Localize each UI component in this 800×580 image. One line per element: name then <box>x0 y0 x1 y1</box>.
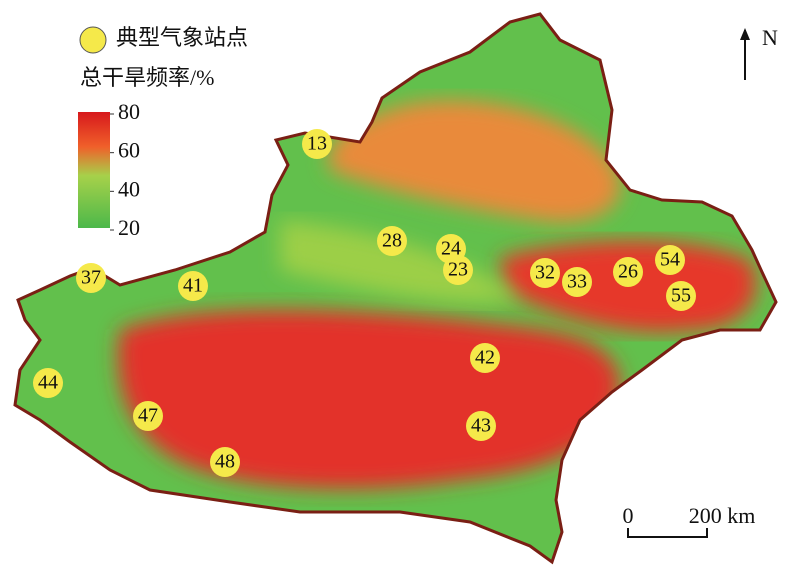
station-marker <box>466 411 496 441</box>
colorbar-tick-label: 80 <box>118 99 140 124</box>
scale-end: 200 km <box>689 503 756 528</box>
station-label: 42 <box>475 347 495 369</box>
station-label: 48 <box>215 451 235 473</box>
station-marker <box>133 401 163 431</box>
station-marker <box>377 226 407 256</box>
station-marker <box>470 343 500 373</box>
colorbar-title: 总干旱频率/% <box>80 65 214 90</box>
station-marker <box>33 368 63 398</box>
colorbar-tick-label: 60 <box>118 138 140 163</box>
station-marker <box>302 129 332 159</box>
station-label: 55 <box>671 285 691 307</box>
station-label: 33 <box>567 271 587 293</box>
station-marker <box>613 257 643 287</box>
station-label: 28 <box>382 230 402 252</box>
colorbar-tick-label: 40 <box>118 176 140 201</box>
scale-bar <box>627 528 708 538</box>
station-label: 44 <box>38 372 58 394</box>
scale-start: 0 <box>623 503 634 528</box>
station-label: 13 <box>307 133 327 155</box>
station-label: 23 <box>448 259 468 281</box>
north-label: N <box>762 25 778 50</box>
station-label: 24 <box>441 238 461 260</box>
north-arrowhead <box>740 28 750 40</box>
station-label: 41 <box>183 275 203 297</box>
station-marker <box>210 447 240 477</box>
legend-symbol <box>79 26 107 54</box>
station-label: 26 <box>618 261 638 283</box>
station-marker <box>562 267 592 297</box>
station-marker <box>178 271 208 301</box>
station-marker <box>666 281 696 311</box>
colorbar-tick-label: 20 <box>118 215 140 240</box>
station-marker <box>443 255 473 285</box>
station-label: 37 <box>81 267 101 289</box>
colorbar <box>78 112 110 228</box>
station-marker <box>76 263 106 293</box>
legend-label: 典型气象站点 <box>116 25 248 50</box>
station-label: 47 <box>138 405 158 427</box>
station-label: 43 <box>471 415 491 437</box>
station-label: 54 <box>660 249 680 271</box>
station-marker <box>530 258 560 288</box>
station-marker <box>655 245 685 275</box>
station-label: 32 <box>535 262 555 284</box>
